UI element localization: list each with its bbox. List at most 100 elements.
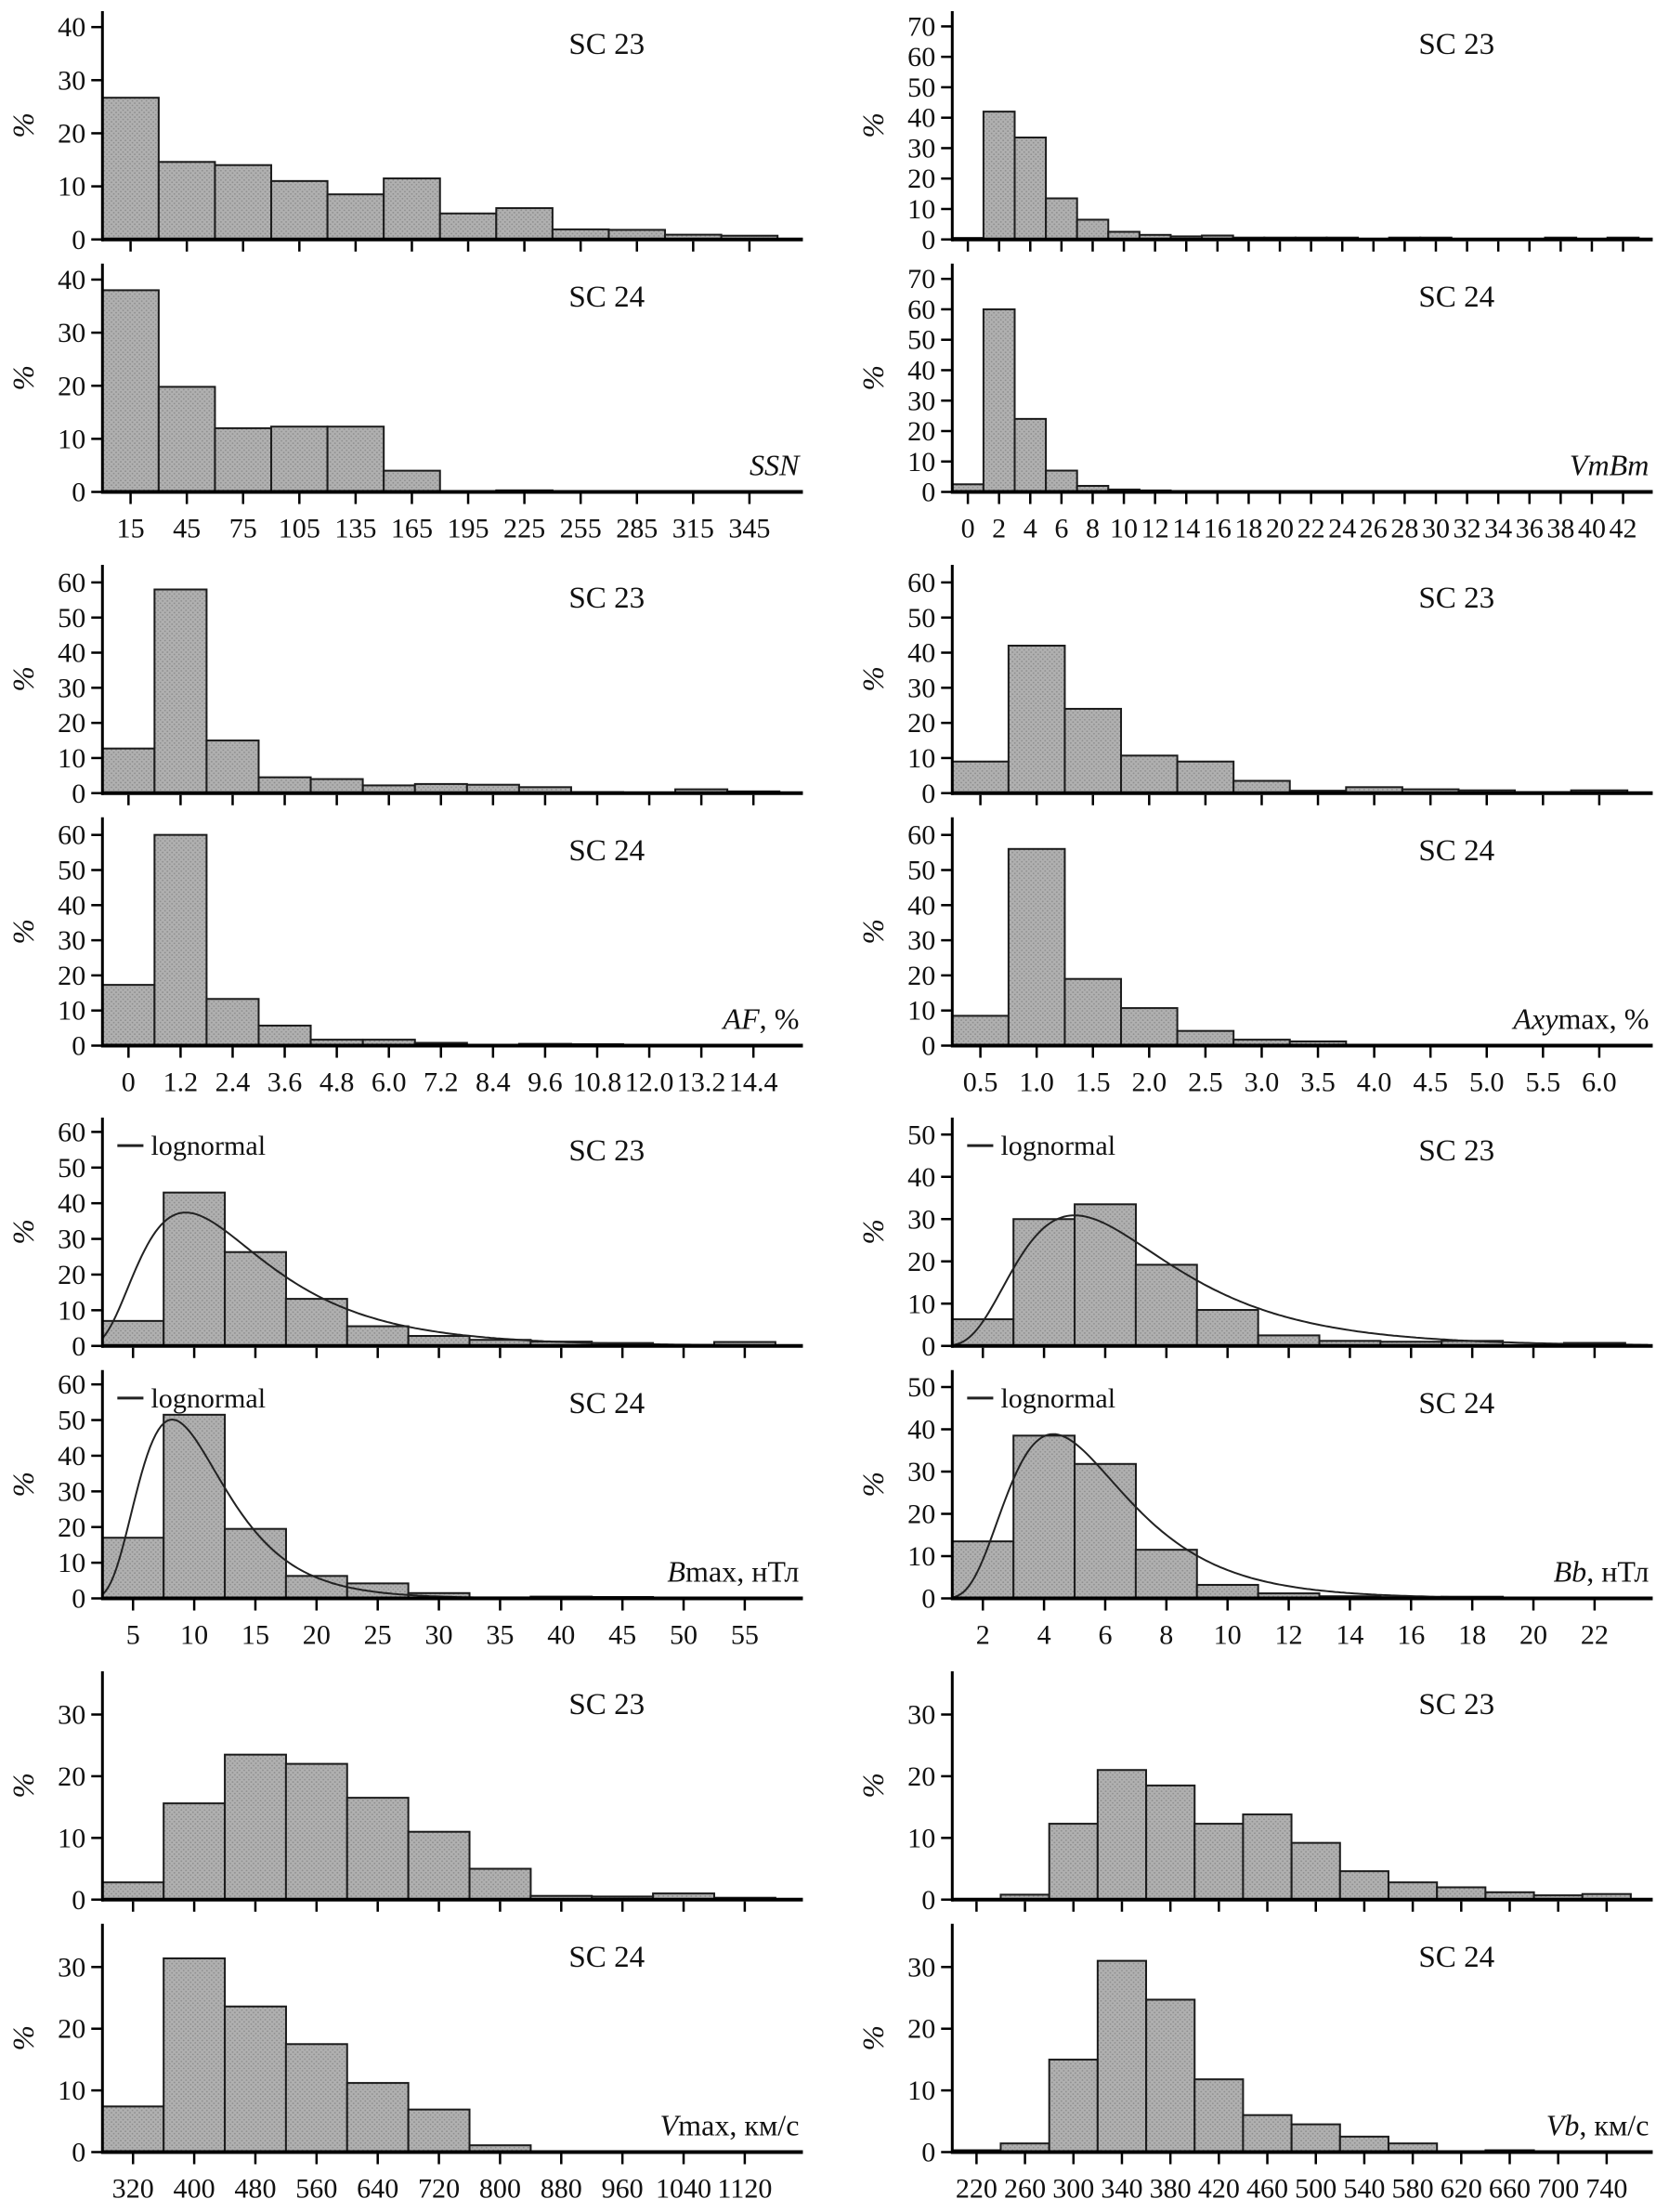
- svg-text:1120: 1120: [717, 2173, 772, 2205]
- svg-text:10: 10: [58, 1295, 85, 1327]
- svg-text:Bb, нТл: Bb, нТл: [1553, 1555, 1649, 1589]
- svg-text:40: 40: [907, 1161, 935, 1193]
- svg-text:10: 10: [907, 193, 935, 225]
- svg-text:50: 50: [58, 1152, 85, 1184]
- svg-text:14: 14: [1172, 513, 1200, 544]
- svg-text:0: 0: [921, 1884, 935, 1916]
- svg-text:lognormal: lognormal: [1000, 1382, 1115, 1414]
- svg-text:3.6: 3.6: [267, 1066, 303, 1097]
- svg-text:2: 2: [975, 1619, 989, 1651]
- svg-text:30: 30: [58, 1951, 85, 1983]
- svg-text:60: 60: [58, 567, 85, 598]
- svg-text:195: 195: [447, 513, 489, 544]
- svg-text:4.5: 4.5: [1413, 1066, 1448, 1097]
- svg-text:Vmax, км/с: Vmax, км/с: [660, 2109, 800, 2142]
- svg-text:10: 10: [58, 742, 85, 774]
- svg-text:0: 0: [960, 513, 974, 544]
- svg-text:10: 10: [907, 2075, 935, 2106]
- svg-text:30: 30: [58, 64, 85, 96]
- svg-text:%: %: [857, 666, 891, 692]
- svg-text:225: 225: [503, 513, 545, 544]
- svg-text:18: 18: [1234, 513, 1262, 544]
- svg-text:0: 0: [921, 1583, 935, 1615]
- svg-text:300: 300: [1052, 2173, 1094, 2205]
- svg-text:60: 60: [907, 41, 935, 72]
- svg-text:0: 0: [122, 1066, 136, 1097]
- svg-text:700: 700: [1537, 2173, 1579, 2205]
- svg-text:14: 14: [1336, 1619, 1363, 1651]
- svg-text:10: 10: [58, 1822, 85, 1853]
- svg-text:0: 0: [72, 1583, 85, 1615]
- svg-text:345: 345: [728, 513, 770, 544]
- svg-text:20: 20: [303, 1619, 331, 1651]
- svg-text:15: 15: [117, 513, 145, 544]
- svg-text:60: 60: [58, 1369, 85, 1401]
- svg-text:20: 20: [907, 415, 935, 447]
- svg-text:%: %: [7, 365, 41, 391]
- svg-text:SC 24: SC 24: [568, 1941, 645, 1974]
- svg-text:70: 70: [907, 263, 935, 294]
- svg-text:30: 30: [907, 385, 935, 416]
- svg-text:165: 165: [391, 513, 433, 544]
- svg-text:0: 0: [921, 224, 935, 255]
- svg-text:lognormal: lognormal: [150, 1382, 266, 1414]
- svg-text:20: 20: [907, 960, 935, 991]
- svg-text:30: 30: [1421, 513, 1449, 544]
- svg-text:380: 380: [1149, 2173, 1191, 2205]
- svg-text:55: 55: [731, 1619, 759, 1651]
- svg-text:%: %: [857, 919, 891, 945]
- svg-text:60: 60: [58, 1117, 85, 1148]
- svg-text:SC 24: SC 24: [568, 1387, 645, 1420]
- svg-text:%: %: [7, 666, 41, 692]
- svg-text:800: 800: [479, 2173, 521, 2205]
- svg-text:10: 10: [907, 994, 935, 1026]
- svg-text:30: 30: [58, 924, 85, 956]
- svg-text:22: 22: [1580, 1619, 1608, 1651]
- svg-text:480: 480: [234, 2173, 276, 2205]
- svg-text:40: 40: [58, 889, 85, 921]
- svg-text:30: 30: [907, 672, 935, 703]
- svg-text:SC 23: SC 23: [568, 1135, 645, 1169]
- svg-text:0: 0: [921, 1029, 935, 1061]
- svg-text:0: 0: [72, 777, 85, 808]
- svg-text:1040: 1040: [656, 2173, 711, 2205]
- svg-text:1.2: 1.2: [163, 1066, 199, 1097]
- svg-text:0: 0: [921, 2137, 935, 2168]
- svg-text:SC 23: SC 23: [1418, 1135, 1494, 1169]
- svg-text:32: 32: [1453, 513, 1480, 544]
- svg-text:20: 20: [58, 1259, 85, 1290]
- svg-text:0: 0: [72, 1884, 85, 1916]
- svg-text:Bmax, нТл: Bmax, нТл: [667, 1555, 799, 1589]
- svg-text:70: 70: [907, 10, 935, 42]
- svg-text:SC 24: SC 24: [1418, 834, 1494, 868]
- svg-text:0: 0: [72, 477, 85, 508]
- svg-text:20: 20: [58, 707, 85, 739]
- svg-text:%: %: [857, 365, 891, 391]
- svg-text:12.0: 12.0: [625, 1066, 674, 1097]
- svg-text:34: 34: [1484, 513, 1512, 544]
- svg-text:10: 10: [907, 1289, 935, 1320]
- svg-text:28: 28: [1390, 513, 1418, 544]
- svg-text:10: 10: [1110, 513, 1138, 544]
- svg-text:10: 10: [1213, 1619, 1241, 1651]
- svg-text:SC 23: SC 23: [1418, 28, 1494, 61]
- svg-text:460: 460: [1245, 2173, 1287, 2205]
- svg-text:0: 0: [72, 1330, 85, 1362]
- svg-text:30: 30: [58, 1476, 85, 1508]
- svg-text:AF, %: AF, %: [721, 1001, 799, 1035]
- svg-text:50: 50: [907, 1119, 935, 1151]
- svg-text:16: 16: [1203, 513, 1231, 544]
- svg-text:20: 20: [907, 707, 935, 739]
- svg-text:0: 0: [921, 1330, 935, 1362]
- svg-text:40: 40: [907, 102, 935, 134]
- svg-text:%: %: [7, 1472, 41, 1498]
- svg-text:12: 12: [1141, 513, 1168, 544]
- svg-text:0: 0: [921, 777, 935, 808]
- svg-text:45: 45: [173, 513, 201, 544]
- svg-text:14.4: 14.4: [729, 1066, 778, 1097]
- svg-text:2.4: 2.4: [215, 1066, 251, 1097]
- svg-text:660: 660: [1488, 2173, 1530, 2205]
